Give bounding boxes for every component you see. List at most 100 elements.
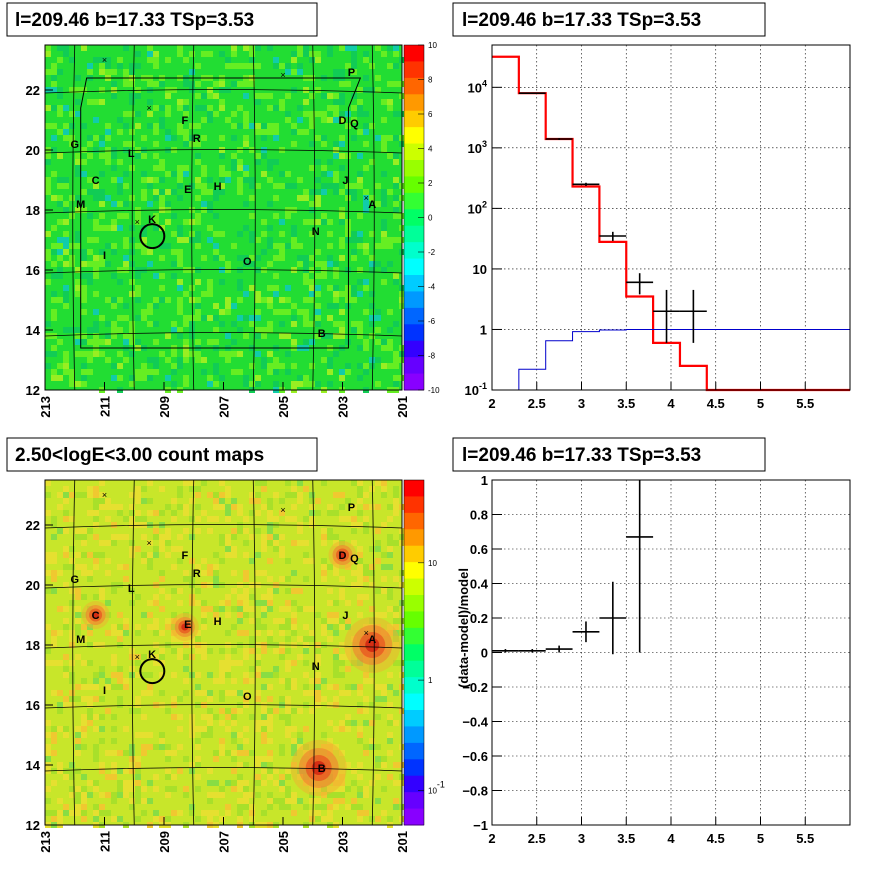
- colorbar-label: 1: [428, 676, 433, 685]
- source-label: P: [348, 502, 355, 514]
- y-tick-label: 0.4: [470, 577, 489, 592]
- colorbar-swatch: [404, 677, 424, 695]
- residual-x-ticks: 2 2.5 3 3.5 4 4.5 5 5.5: [488, 817, 814, 846]
- y-tick-label: 1: [480, 322, 487, 337]
- colorbar-swatch: [404, 726, 424, 744]
- count-map-coordinate-grid: [44, 479, 403, 826]
- longitude-line: [191, 44, 195, 391]
- colorbar-label: -10: [428, 386, 440, 395]
- colorbar-swatch: [404, 127, 424, 145]
- x-tick-label: 4: [667, 396, 675, 411]
- colorbar-swatch: [404, 242, 424, 260]
- y-tick-label: 18: [26, 638, 40, 653]
- x-tick-label: 211: [98, 396, 113, 417]
- x-tick-label: 4.5: [707, 831, 725, 846]
- spectrum-x-ticks: 2 2.5 3 3.5 4 4.5 5 5.5: [488, 382, 814, 411]
- latitude-line: [44, 332, 403, 337]
- x-tick-label: 2.5: [528, 396, 546, 411]
- y-tick-label: 103: [468, 139, 487, 156]
- colorbar-label: -2: [428, 248, 436, 257]
- longitude-line: [371, 44, 375, 391]
- source-label: L: [128, 583, 135, 595]
- colorbar-swatch: [404, 357, 424, 375]
- source-label: G: [70, 574, 79, 586]
- colorbar-swatch: [404, 775, 424, 793]
- count-map-source-labels: A B C D E F G H I J K L M N O P Q R × × × × ×: [70, 490, 376, 775]
- count-map-texture: [45, 480, 405, 828]
- x-tick-label: 207: [217, 396, 232, 418]
- y-tick-label: 0: [481, 646, 488, 661]
- hotspot: [365, 638, 380, 652]
- source-label: M: [76, 634, 85, 646]
- colorbar-label: 8: [428, 76, 433, 85]
- x-tick-label: 203: [336, 831, 351, 853]
- panel-bottom-left: A B C D E F G H I J K L M N O P Q R × × × × × 10 1 10-1 213 211 20…: [6, 437, 445, 853]
- source-label: B: [318, 763, 326, 775]
- source-label: Q: [350, 553, 359, 565]
- colorbar-label: 10: [428, 41, 437, 50]
- y-tick-label: 12: [26, 383, 40, 398]
- hotspot: [92, 611, 100, 619]
- source-label: E: [184, 184, 191, 196]
- longitude-line: [252, 44, 256, 391]
- y-tick-label: −0.2: [462, 680, 488, 695]
- residual-map-coordinate-grid: [44, 44, 403, 391]
- colorbar-swatch: [404, 545, 424, 563]
- panel-top-right: 2 2.5 3 3.5 4 4.5 5 5.5 10-1 1 10 102 103 104 l=209.…: [452, 2, 851, 411]
- latitude-line: [44, 767, 403, 772]
- colorbar-swatch: [404, 258, 424, 276]
- longitude-line: [72, 44, 76, 391]
- colorbar-swatch: [404, 480, 424, 497]
- colorbar-swatch: [404, 562, 424, 580]
- source-label: L: [128, 148, 135, 160]
- target-circle: [139, 223, 166, 250]
- source-label: E: [184, 619, 191, 631]
- colorbar-swatch: [404, 225, 424, 243]
- source-label: C: [92, 610, 100, 622]
- y-tick-label: 12: [26, 818, 40, 833]
- colorbar-swatch: [404, 595, 424, 612]
- residual-y-ticks: −1 −0.8 −0.6 −0.4 −0.2 0 0.2 0.4 0.6 0.8 1: [462, 473, 502, 833]
- colorbar-swatch: [404, 192, 424, 210]
- longitude-line: [72, 479, 76, 826]
- colorbar-swatch: [404, 307, 424, 325]
- colorbar-swatch: [404, 143, 424, 161]
- y-tick-label: 104: [468, 78, 487, 95]
- y-tick-label: −1: [473, 818, 488, 833]
- y-tick-label: −0.4: [462, 715, 488, 730]
- x-tick-label: 5.5: [796, 396, 814, 411]
- cross-marker: ×: [102, 490, 107, 500]
- step-series: [492, 328, 850, 391]
- colorbar-label: 0: [428, 214, 433, 223]
- residual-map-y-ticks: 12 14 16 18 20 22: [26, 83, 53, 398]
- cross-marker: ×: [280, 70, 285, 80]
- y-tick-label: 18: [26, 203, 40, 218]
- residual-series: [492, 480, 654, 655]
- count-map-colorbar: 10 1 10-1: [403, 479, 445, 826]
- colorbar-swatch: [404, 61, 424, 79]
- colorbar-swatch: [404, 742, 424, 760]
- cross-marker: ×: [135, 652, 140, 662]
- colorbar-label: -6: [428, 317, 436, 326]
- y-tick-label: 0.2: [470, 611, 488, 626]
- colorbar-swatch: [404, 496, 424, 514]
- colorbar-swatch: [404, 45, 424, 62]
- panel-title: l=209.46 b=17.33 TSp=3.53: [15, 10, 254, 31]
- colorbar-label: -4: [428, 283, 436, 292]
- source-label: M: [76, 199, 85, 211]
- colorbar-swatch: [404, 373, 424, 391]
- latitude-line: [44, 149, 403, 154]
- x-tick-label: 213: [38, 831, 53, 853]
- colorbar-swatch: [404, 660, 424, 678]
- count-map-x-ticks: 213 211 209 207 205 203 201: [38, 817, 410, 853]
- region-outline: [80, 77, 362, 349]
- colorbar-swatch: [404, 644, 424, 662]
- colorbar-frame: [403, 479, 425, 826]
- y-tick-label: 14: [26, 758, 41, 773]
- latitude-line: [44, 704, 403, 709]
- colorbar-swatch: [404, 792, 424, 810]
- x-tick-label: 3: [578, 396, 585, 411]
- longitude-line: [131, 479, 135, 826]
- cross-marker: ×: [364, 193, 369, 203]
- colorbar-swatch: [404, 77, 424, 95]
